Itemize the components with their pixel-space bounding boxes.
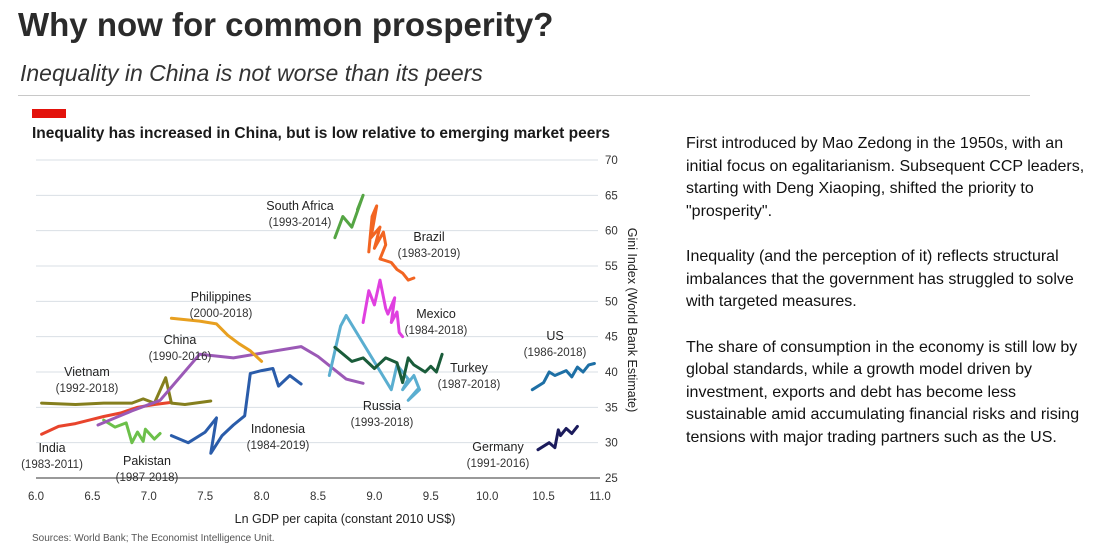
series-line-russia xyxy=(327,314,421,402)
series-line-indonesia xyxy=(169,367,303,455)
series-years-russia: (1993-2018) xyxy=(351,417,414,429)
x-tick-label: 10.0 xyxy=(476,491,498,503)
y-tick-label: 70 xyxy=(605,155,618,167)
series-years-germany: (1991-2016) xyxy=(467,458,530,470)
x-tick-label: 8.0 xyxy=(254,491,270,503)
y-tick-label: 55 xyxy=(605,261,618,273)
series-years-turkey: (1987-2018) xyxy=(438,379,501,391)
y-tick-label: 45 xyxy=(605,332,618,344)
series-label-mexico: Mexico xyxy=(416,307,456,321)
series-years-china: (1990-2016) xyxy=(149,351,212,363)
series-label-vietnam: Vietnam xyxy=(64,365,110,379)
y-tick-label: 35 xyxy=(605,402,618,414)
y-tick-label: 60 xyxy=(605,226,618,238)
series-line-china xyxy=(96,345,365,427)
gini-chart: 25 30 35 40 45 50 55 60 65 70 6.0 6.5 7.0 7.5 8.0 8.5 9.… xyxy=(21,155,639,526)
series-label-philippines: Philippines xyxy=(191,290,251,304)
series-line-brazil xyxy=(367,204,416,282)
series-years-india: (1983-2011) xyxy=(21,459,83,471)
series-label-india: India xyxy=(38,441,65,455)
title-divider xyxy=(18,95,1030,96)
chart-sources: Sources: World Bank; The Economist Intel… xyxy=(32,533,275,544)
x-tick-label: 7.0 xyxy=(141,491,157,503)
x-tick-label: 7.5 xyxy=(197,491,213,503)
chart-title: Inequality has increased in China, but i… xyxy=(32,125,610,142)
series-line-us xyxy=(530,362,596,392)
series-years-philippines: (2000-2018) xyxy=(190,308,253,320)
slide-subtitle: Inequality in China is not worse than it… xyxy=(20,60,483,86)
y-tick-label: 65 xyxy=(605,190,618,202)
x-tick-label: 6.5 xyxy=(84,491,100,503)
series-label-germany: Germany xyxy=(472,440,524,454)
series-line-pakistan xyxy=(102,418,162,445)
series-label-south-africa: South Africa xyxy=(266,199,333,213)
series-years-us: (1986-2018) xyxy=(524,347,587,359)
series-label-us: US xyxy=(546,329,563,343)
series-line-vietnam xyxy=(40,376,213,406)
x-tick-label: 10.5 xyxy=(532,491,554,503)
series-label-brazil: Brazil xyxy=(413,230,444,244)
y-tick-label: 40 xyxy=(605,367,618,379)
series-line-mexico xyxy=(361,278,405,339)
slide-title: Why now for common prosperity? xyxy=(18,6,554,43)
x-tick-label: 11.0 xyxy=(589,491,611,503)
note-paragraph: First introduced by Mao Zedong in the 19… xyxy=(686,135,1085,220)
y-tick-label: 50 xyxy=(605,296,618,308)
note-paragraph: Inequality (and the perception of it) re… xyxy=(686,248,1074,310)
series-years-mexico: (1984-2018) xyxy=(405,325,468,337)
x-tick-label: 9.0 xyxy=(366,491,382,503)
series-years-vietnam: (1992-2018) xyxy=(56,383,119,395)
series-label-indonesia: Indonesia xyxy=(251,422,305,436)
series-years-south-africa: (1993-2014) xyxy=(269,217,332,229)
chart-accent-bar xyxy=(32,109,66,118)
series-label-china: China xyxy=(164,333,197,347)
series-years-brazil: (1983-2019) xyxy=(398,248,461,260)
series-label-turkey: Turkey xyxy=(450,361,488,375)
series-line-turkey xyxy=(333,345,444,385)
series-line-germany xyxy=(536,424,579,452)
series-label-russia: Russia xyxy=(363,399,401,413)
y-tick-label: 30 xyxy=(605,438,618,450)
y-tick-label: 25 xyxy=(605,473,618,485)
notes-panel: First introduced by Mao Zedong in the 19… xyxy=(686,133,1086,472)
series-years-indonesia: (1984-2019) xyxy=(247,440,310,452)
x-tick-label: 8.5 xyxy=(310,491,326,503)
x-axis-label: Ln GDP per capita (constant 2010 US$) xyxy=(235,512,456,526)
series-years-pakistan: (1987-2018) xyxy=(116,472,179,484)
x-tick-label: 6.0 xyxy=(28,491,44,503)
series-line-south-africa xyxy=(333,193,365,240)
series-line-philippines xyxy=(169,316,264,363)
y-axis-label: Gini Index (World Bank Estimate) xyxy=(625,228,639,413)
note-paragraph: The share of consumption in the economy … xyxy=(686,338,1080,446)
series-label-pakistan: Pakistan xyxy=(123,454,171,468)
x-tick-label: 9.5 xyxy=(423,491,439,503)
